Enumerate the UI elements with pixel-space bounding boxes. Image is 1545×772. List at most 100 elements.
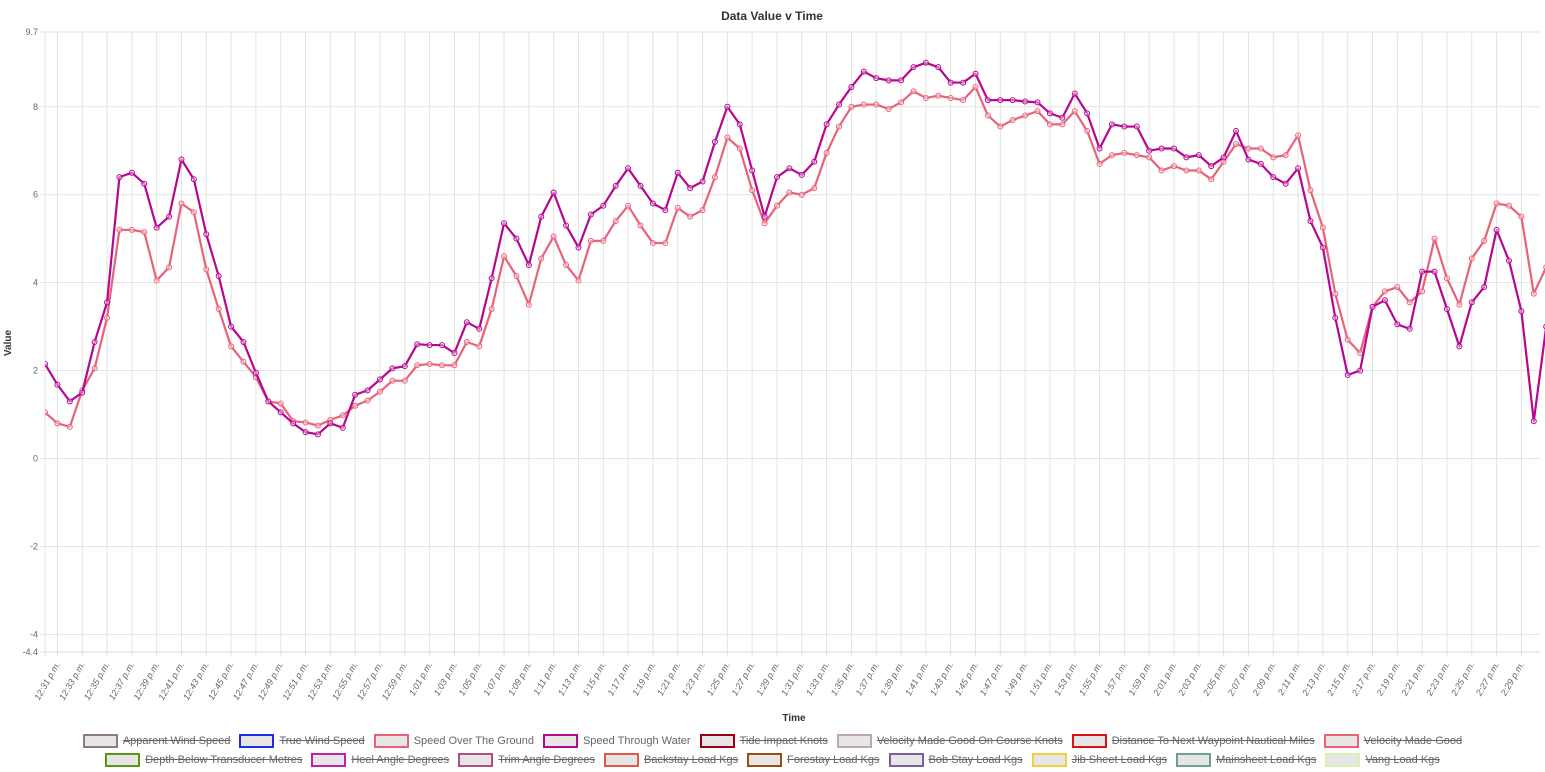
data-point[interactable] — [1022, 112, 1029, 119]
data-point[interactable] — [848, 103, 855, 110]
data-point[interactable] — [513, 273, 520, 280]
data-point[interactable] — [476, 325, 483, 332]
data-point[interactable] — [501, 253, 508, 260]
data-point[interactable] — [836, 123, 843, 130]
data-point[interactable] — [203, 266, 210, 273]
data-point[interactable] — [848, 83, 855, 90]
data-point[interactable] — [786, 165, 793, 172]
data-point[interactable] — [1034, 99, 1041, 106]
data-point[interactable] — [724, 103, 731, 110]
data-point[interactable] — [1108, 152, 1115, 159]
data-point[interactable] — [104, 314, 111, 321]
data-point[interactable] — [575, 244, 582, 251]
data-point[interactable] — [550, 233, 557, 240]
data-point[interactable] — [563, 222, 570, 229]
data-point[interactable] — [1344, 336, 1351, 343]
data-point[interactable] — [302, 419, 309, 426]
data-point[interactable] — [910, 64, 917, 71]
data-point[interactable] — [823, 149, 830, 156]
data-point[interactable] — [1332, 314, 1339, 321]
data-point[interactable] — [1481, 237, 1488, 244]
legend-item-tide-impact-knots[interactable]: Tide Impact Knots — [699, 734, 828, 748]
data-point[interactable] — [1096, 145, 1103, 152]
data-point[interactable] — [662, 240, 669, 247]
data-point[interactable] — [339, 424, 346, 431]
data-point[interactable] — [488, 306, 495, 313]
data-point[interactable] — [1183, 167, 1190, 174]
legend-item-mainsheet-load-kgs[interactable]: Mainsheet Load Kgs — [1176, 753, 1316, 767]
data-point[interactable] — [228, 323, 235, 330]
data-point[interactable] — [166, 213, 173, 220]
data-point[interactable] — [625, 165, 632, 172]
data-point[interactable] — [364, 387, 371, 394]
data-point[interactable] — [501, 220, 508, 227]
data-point[interactable] — [1357, 349, 1364, 356]
data-point[interactable] — [91, 365, 98, 372]
data-point[interactable] — [1146, 154, 1153, 161]
data-point[interactable] — [1468, 255, 1475, 262]
data-point[interactable] — [414, 362, 421, 369]
data-point[interactable] — [1084, 110, 1091, 117]
data-point[interactable] — [811, 185, 818, 192]
data-point[interactable] — [1369, 303, 1376, 310]
data-point[interactable] — [823, 121, 830, 128]
data-point[interactable] — [439, 362, 446, 369]
data-point[interactable] — [1319, 224, 1326, 231]
data-point[interactable] — [1183, 154, 1190, 161]
data-point[interactable] — [240, 358, 247, 365]
data-point[interactable] — [463, 319, 470, 326]
data-point[interactable] — [711, 138, 718, 145]
data-point[interactable] — [1133, 152, 1140, 159]
data-point[interactable] — [265, 398, 272, 405]
legend-item-heel-angle-degrees[interactable]: Heel Angle Degrees — [311, 753, 449, 767]
data-point[interactable] — [1456, 343, 1463, 350]
data-point[interactable] — [1195, 167, 1202, 174]
data-point[interactable] — [104, 299, 111, 306]
data-point[interactable] — [116, 226, 123, 233]
data-point[interactable] — [1270, 174, 1277, 181]
data-point[interactable] — [128, 226, 135, 233]
data-point[interactable] — [1257, 160, 1264, 167]
data-point[interactable] — [1394, 321, 1401, 328]
data-point[interactable] — [513, 235, 520, 242]
data-point[interactable] — [66, 423, 73, 430]
data-point[interactable] — [984, 112, 991, 119]
data-point[interactable] — [922, 94, 929, 101]
legend-item-velocity-made-good-on-course-knots[interactable]: Velocity Made Good On Course Knots — [836, 734, 1063, 748]
data-point[interactable] — [575, 277, 582, 284]
data-point[interactable] — [1505, 257, 1512, 264]
data-point[interactable] — [1195, 152, 1202, 159]
data-point[interactable] — [1319, 244, 1326, 251]
data-point[interactable] — [773, 202, 780, 209]
data-point[interactable] — [252, 369, 259, 376]
data-point[interactable] — [364, 397, 371, 404]
data-point[interactable] — [1059, 121, 1066, 128]
data-point[interactable] — [811, 158, 818, 165]
data-point[interactable] — [314, 431, 321, 438]
data-point[interactable] — [1022, 98, 1029, 105]
data-point[interactable] — [947, 79, 954, 86]
data-point[interactable] — [1518, 308, 1525, 315]
data-point[interactable] — [128, 169, 135, 176]
data-point[interactable] — [873, 75, 880, 82]
data-point[interactable] — [1071, 108, 1078, 115]
legend-item-apparent-wind-speed[interactable]: Apparent Wind Speed — [82, 734, 230, 748]
data-point[interactable] — [1431, 268, 1438, 275]
data-point[interactable] — [736, 145, 743, 152]
data-point[interactable] — [674, 204, 681, 211]
data-point[interactable] — [786, 189, 793, 196]
data-point[interactable] — [1146, 147, 1153, 154]
data-point[interactable] — [352, 402, 359, 409]
data-point[interactable] — [414, 341, 421, 348]
data-point[interactable] — [736, 121, 743, 128]
data-point[interactable] — [972, 83, 979, 90]
data-point[interactable] — [1046, 110, 1053, 117]
data-point[interactable] — [153, 277, 160, 284]
data-point[interactable] — [488, 275, 495, 282]
data-point[interactable] — [190, 176, 197, 183]
data-point[interactable] — [1121, 123, 1128, 130]
data-point[interactable] — [773, 174, 780, 181]
data-point[interactable] — [984, 97, 991, 104]
data-point[interactable] — [190, 209, 197, 216]
data-point[interactable] — [662, 207, 669, 214]
